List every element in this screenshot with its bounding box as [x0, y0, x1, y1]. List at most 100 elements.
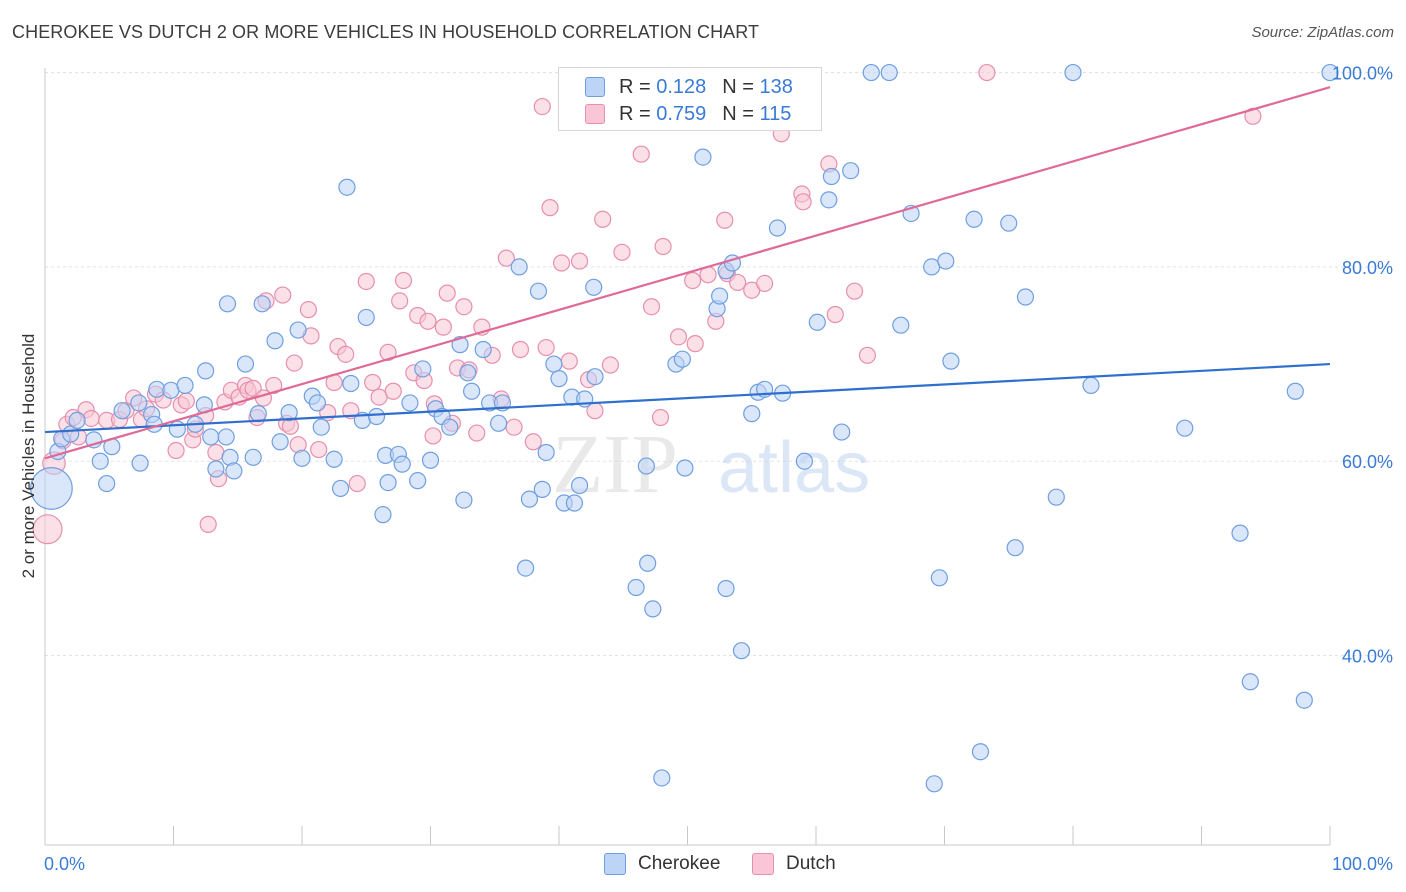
x-tick-label: 0.0%	[44, 854, 85, 874]
y-tick-label: 40.0%	[1342, 647, 1393, 667]
cherokee-point	[565, 494, 584, 512]
dutch-point	[686, 335, 704, 353]
cherokee-point	[401, 394, 419, 412]
cherokee-point	[1176, 419, 1194, 437]
cherokee-point	[68, 411, 86, 430]
cherokee-point	[1295, 691, 1313, 709]
dutch-point	[845, 282, 864, 300]
dutch-point	[601, 356, 620, 374]
dutch-point	[552, 254, 571, 272]
dutch-point	[826, 305, 844, 324]
cherokee-point	[331, 479, 350, 498]
cherokee-point	[342, 374, 360, 393]
dutch-point	[285, 354, 303, 372]
cherokee-point	[833, 423, 851, 441]
cherokee-point	[520, 490, 539, 508]
legend-swatch-cherokee	[585, 77, 605, 97]
cherokee-point	[30, 467, 73, 510]
cherokee-point	[743, 405, 761, 423]
legend-swatch-dutch	[752, 853, 774, 875]
dutch-point	[310, 440, 328, 459]
cherokee-point	[585, 278, 603, 296]
cherokee-point	[570, 476, 589, 495]
cherokee-trend-line	[44, 362, 1331, 434]
cherokee-point	[131, 454, 149, 472]
legend-n-label: N =	[722, 75, 754, 98]
cherokee-point	[367, 407, 386, 426]
cherokee-point	[537, 443, 555, 462]
cherokee-point	[930, 569, 948, 587]
cherokee-point	[459, 364, 477, 382]
cherokee-point	[490, 414, 508, 432]
dutch-point	[468, 424, 486, 442]
legend-n-value: 138	[759, 75, 793, 98]
dutch-point	[364, 373, 382, 392]
cherokee-point	[91, 452, 109, 470]
legend-r-label: R =	[619, 102, 651, 125]
dutch-point	[177, 392, 195, 410]
dutch-point	[858, 346, 877, 364]
dutch-point	[541, 199, 559, 217]
cherokee-point	[644, 600, 662, 618]
cherokee-point	[676, 459, 694, 477]
legend-swatch-dutch	[585, 104, 605, 124]
series-cherokee-points	[30, 63, 1339, 793]
cherokee-point	[421, 451, 440, 469]
cherokee-point	[236, 355, 255, 373]
watermark-atlas: atlas	[718, 428, 870, 508]
cherokee-point	[1082, 376, 1100, 395]
tick-labels: 40.0% 60.0% 80.0% 100.0% 0.0% 100.0%	[44, 64, 1393, 874]
legend-label-cherokee: Cherokee	[638, 853, 721, 874]
bottom-legend-dutch[interactable]: Dutch	[752, 852, 836, 876]
cherokee-point	[338, 178, 356, 196]
cherokee-point	[925, 775, 943, 793]
legend-swatch-cherokee	[604, 853, 626, 875]
cherokee-point	[971, 743, 990, 761]
dutch-point	[669, 328, 688, 346]
y-tick-label: 80.0%	[1342, 258, 1393, 278]
cherokee-point	[880, 63, 898, 82]
cherokee-point	[842, 162, 860, 180]
dutch-point	[537, 338, 555, 357]
dutch-point	[497, 249, 515, 267]
cherokee-point	[289, 321, 307, 339]
cherokee-point	[207, 460, 225, 478]
bottom-legend-cherokee[interactable]: Cherokee	[604, 852, 720, 876]
dutch-point	[299, 301, 318, 319]
legend-row-cherokee: R = 0.128 N = 138	[585, 75, 793, 99]
cherokee-point	[379, 473, 397, 492]
dutch-point	[716, 211, 734, 229]
cherokee-point	[550, 370, 568, 388]
cherokee-point	[653, 769, 671, 787]
dutch-point	[357, 272, 375, 291]
cherokee-point	[357, 308, 375, 327]
cherokee-point	[325, 450, 343, 468]
legend-r-value: 0.128	[656, 75, 707, 98]
cherokee-point	[168, 420, 186, 438]
dutch-point	[82, 409, 100, 428]
watermark: ZIP atlas	[552, 418, 870, 511]
cherokee-point	[293, 449, 311, 467]
dutch-point	[794, 193, 812, 211]
cherokee-point	[225, 462, 243, 480]
chart-title: CHEROKEE VS DUTCH 2 OR MORE VEHICLES IN …	[12, 22, 760, 42]
dutch-point	[32, 514, 63, 545]
cherokee-point	[639, 554, 657, 572]
legend-label-dutch: Dutch	[786, 853, 836, 874]
dutch-point	[642, 298, 661, 316]
cherokee-point	[732, 642, 751, 660]
cherokee-point	[1016, 288, 1035, 306]
dutch-point	[274, 286, 292, 304]
cherokee-point	[937, 252, 955, 270]
cherokee-point	[271, 433, 289, 451]
dutch-point	[384, 382, 402, 400]
dutch-point	[729, 273, 747, 292]
dutch-point	[570, 252, 589, 270]
cherokee-point	[441, 418, 459, 436]
cherokee-point	[965, 210, 983, 228]
correlation-legend: R = 0.128 N = 138 R = 0.759 N = 115	[558, 67, 822, 131]
dutch-point	[684, 271, 702, 290]
cherokee-point	[130, 394, 148, 412]
cherokee-point	[510, 258, 528, 276]
